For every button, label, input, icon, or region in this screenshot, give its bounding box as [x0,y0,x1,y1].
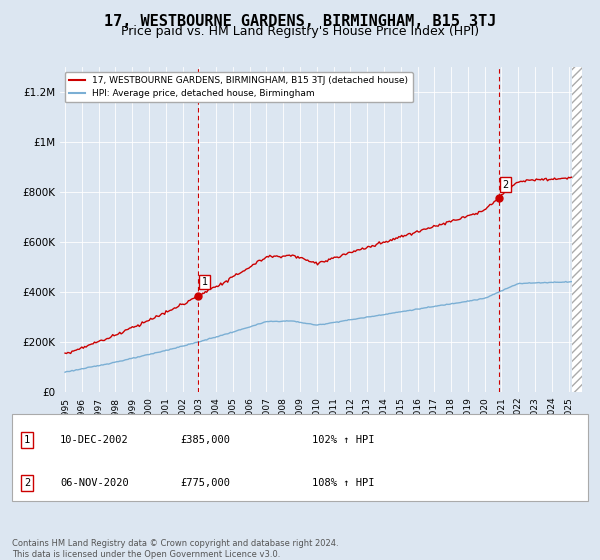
Text: 102% ↑ HPI: 102% ↑ HPI [312,435,374,445]
Text: 17, WESTBOURNE GARDENS, BIRMINGHAM, B15 3TJ: 17, WESTBOURNE GARDENS, BIRMINGHAM, B15 … [104,14,496,29]
Text: £775,000: £775,000 [180,478,230,488]
Text: 10-DEC-2002: 10-DEC-2002 [60,435,129,445]
Text: £385,000: £385,000 [180,435,230,445]
Text: 1: 1 [202,277,208,287]
Text: 108% ↑ HPI: 108% ↑ HPI [312,478,374,488]
Text: 06-NOV-2020: 06-NOV-2020 [60,478,129,488]
Text: 2: 2 [502,180,509,190]
Text: Contains HM Land Registry data © Crown copyright and database right 2024.
This d: Contains HM Land Registry data © Crown c… [12,539,338,559]
Text: 2: 2 [24,478,30,488]
Text: 1: 1 [24,435,30,445]
Text: Price paid vs. HM Land Registry's House Price Index (HPI): Price paid vs. HM Land Registry's House … [121,25,479,38]
Legend: 17, WESTBOURNE GARDENS, BIRMINGHAM, B15 3TJ (detached house), HPI: Average price: 17, WESTBOURNE GARDENS, BIRMINGHAM, B15 … [65,72,413,102]
Bar [572,67,582,392]
